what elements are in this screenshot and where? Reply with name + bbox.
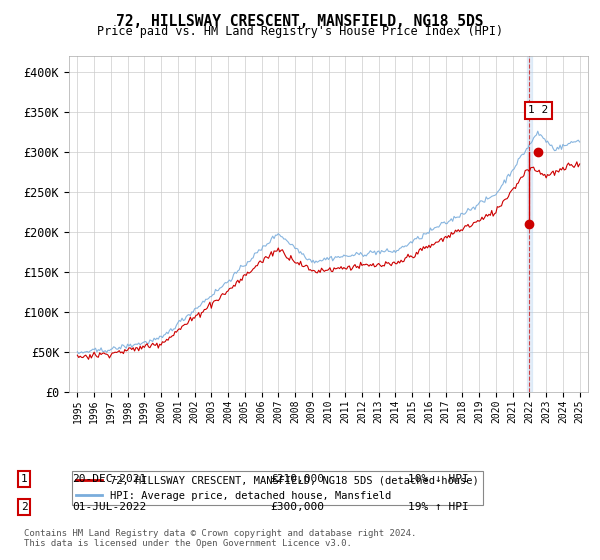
Text: 20-DEC-2021: 20-DEC-2021 xyxy=(72,474,146,484)
Bar xyxy=(527,56,532,392)
Text: 19% ↑ HPI: 19% ↑ HPI xyxy=(408,502,469,512)
Text: 10% ↓ HPI: 10% ↓ HPI xyxy=(408,474,469,484)
Legend: 72, HILLSWAY CRESCENT, MANSFIELD, NG18 5DS (detached house), HPI: Average price,: 72, HILLSWAY CRESCENT, MANSFIELD, NG18 5… xyxy=(71,471,483,505)
Text: 01-JUL-2022: 01-JUL-2022 xyxy=(72,502,146,512)
Text: Contains HM Land Registry data © Crown copyright and database right 2024.
This d: Contains HM Land Registry data © Crown c… xyxy=(24,529,416,548)
Text: 72, HILLSWAY CRESCENT, MANSFIELD, NG18 5DS: 72, HILLSWAY CRESCENT, MANSFIELD, NG18 5… xyxy=(116,14,484,29)
Text: 2: 2 xyxy=(20,502,28,512)
Text: 1: 1 xyxy=(20,474,28,484)
Text: £210,000: £210,000 xyxy=(270,474,324,484)
Text: £300,000: £300,000 xyxy=(270,502,324,512)
Text: Price paid vs. HM Land Registry's House Price Index (HPI): Price paid vs. HM Land Registry's House … xyxy=(97,25,503,38)
Text: 1 2: 1 2 xyxy=(529,105,549,115)
